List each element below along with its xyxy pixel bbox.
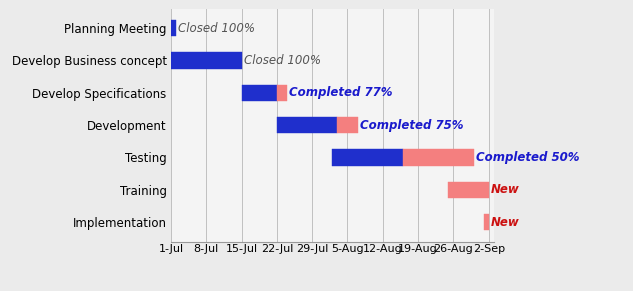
Bar [171,52,242,69]
Text: New: New [491,216,520,229]
Text: New: New [491,183,520,196]
Bar [484,214,489,230]
Bar [277,85,287,101]
Bar [242,85,277,101]
Bar [332,149,403,166]
Bar [277,117,337,133]
Bar [337,117,358,133]
Text: Closed 100%: Closed 100% [244,54,320,67]
Bar [448,182,489,198]
Text: Completed 50%: Completed 50% [475,151,579,164]
Bar [171,20,176,36]
Text: Closed 100%: Closed 100% [178,22,255,35]
Bar [403,149,473,166]
Text: Completed 77%: Completed 77% [289,86,392,99]
Text: Completed 75%: Completed 75% [360,119,463,132]
